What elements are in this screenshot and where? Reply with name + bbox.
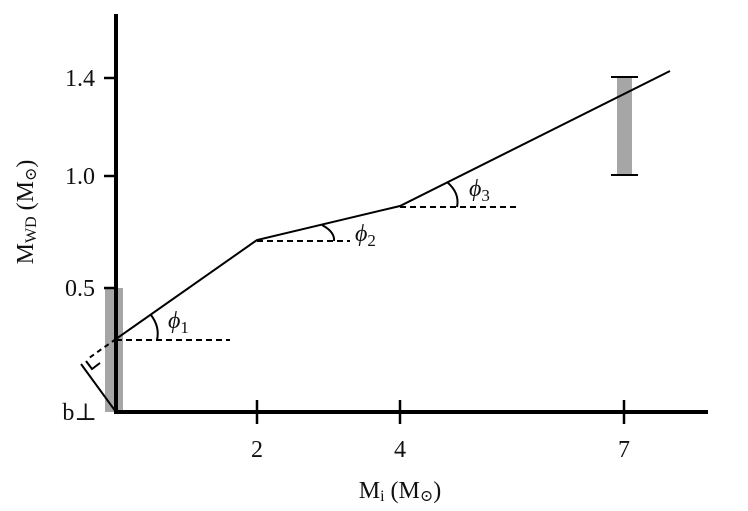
angle-label-3: ϕ3: [469, 176, 490, 205]
right-angle-marker: [85, 360, 101, 371]
angle-label-1: ϕ1: [168, 308, 189, 337]
x-axis-title: Mi (M⊙): [359, 478, 442, 505]
x-tick-label-4: 4: [394, 437, 406, 463]
relation-line: [115, 70, 671, 340]
x-tick-label-2: 2: [251, 437, 263, 463]
extrapolation-dashed: [88, 338, 117, 359]
y-tick-label-1.4: 1.4: [65, 66, 95, 92]
angle-arc-2: [321, 224, 336, 242]
y-axis-title: MWD (M⊙): [13, 160, 40, 265]
y-tick-label-1.0: 1.0: [65, 164, 95, 190]
origin-label: b⊥: [62, 400, 97, 426]
x-tick-label-7: 7: [618, 437, 630, 463]
angle-label-2: ϕ2: [355, 221, 376, 250]
highmass-range-bar: [617, 77, 632, 175]
y-tick-label-0.5: 0.5: [65, 276, 95, 302]
perpendicular-line: [80, 363, 117, 413]
angle-arc-1: [150, 314, 159, 341]
angle-arc-3: [446, 181, 459, 208]
